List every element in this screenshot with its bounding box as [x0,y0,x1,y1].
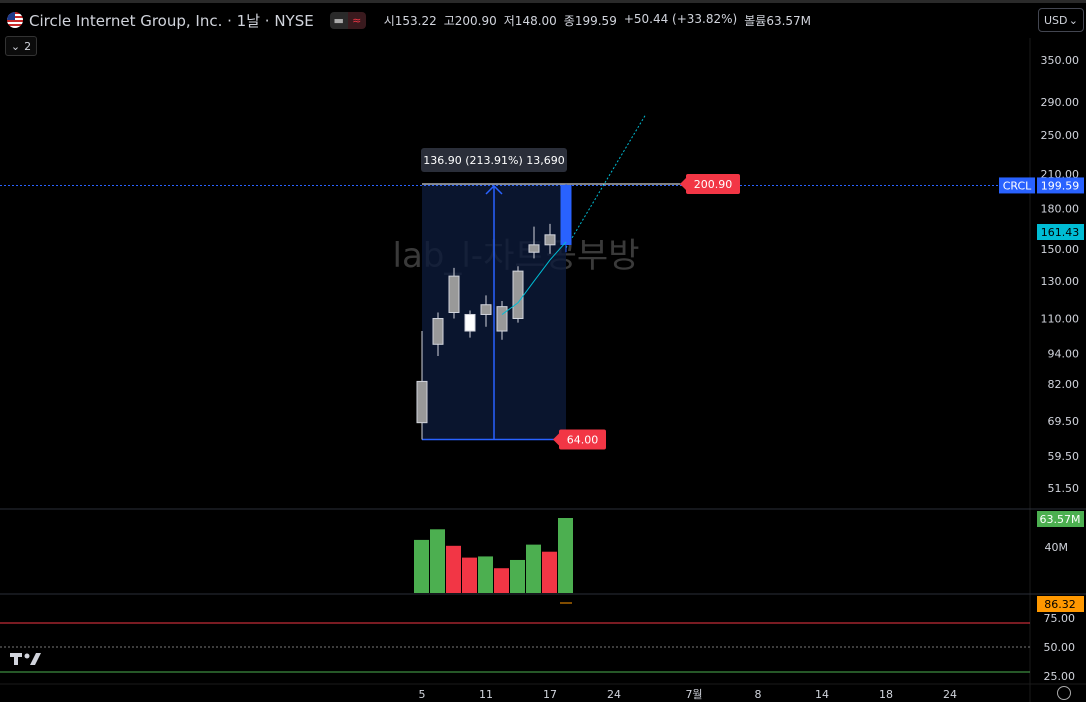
volume-bar [526,544,541,593]
volume-bar [414,539,429,593]
low-price-label-bg [559,429,606,450]
currency-select[interactable]: USD ⌄ [1038,8,1084,32]
price-tick-label: 290.00 [1041,96,1080,109]
volume-last-label-bg [1037,511,1084,527]
price-tick-label: 180.00 [1041,203,1080,216]
low-price-label: 64.00 [567,433,599,446]
volume-bar [478,556,493,593]
ma-value-label-bg [1037,224,1084,240]
measure-arrow-head [485,184,503,195]
price-tick-label: 150.00 [1041,243,1080,256]
candle-body [416,380,428,424]
volume-bars [414,518,573,593]
high-price-label-pointer [680,177,686,190]
rsi-value-label: 86.32 [1044,598,1076,611]
chevron-down-icon: ⌄ [10,39,21,53]
bar-style-icon[interactable]: ▬ [329,11,348,29]
volume-last-label: 63.57M [1040,513,1081,526]
candle-body [528,244,540,253]
last-price-label-bg [1037,177,1084,194]
time-tick-label: 11 [479,688,493,701]
change-value: +50.44 (+33.82%) [623,11,738,26]
chart-header: Circle Internet Group, Inc. · 1날 · NYSE … [0,0,1030,38]
high-value: 고200.90 [443,13,497,28]
high-price-label: 200.90 [694,178,733,191]
candle-body [560,184,572,245]
measure-label-box [421,148,567,172]
candle-body [480,304,492,315]
price-labels: 200.90 64.00 CRCL 199.59 161.43 63.57M 40M [553,173,1084,554]
candles [416,183,572,440]
ohlc-values: 시153.22 고200.90 저148.00 종199.59 +50.44 (… [384,12,811,29]
indicator-toggle[interactable]: ▬ ≈ [329,11,366,29]
volume-bar [510,559,525,593]
candle-body [432,318,444,345]
price-tick-label: 250.00 [1041,129,1080,142]
price-tick-label: 94.00 [1048,348,1080,361]
price-tick-label: 350.00 [1041,54,1080,67]
chevron-down-icon: ⌄ [1068,13,1078,27]
volume-axis-label: 40M [1045,541,1069,554]
volume-bar [542,551,557,593]
time-axis[interactable]: 5 11 17 24 7월 8 14 18 24 [419,688,958,701]
time-tick-label: 5 [419,688,426,701]
high-price-label-bg [686,173,740,194]
symbol-label-bg [999,177,1035,194]
rsi-tick-label: 25.00 [1044,670,1076,683]
settings-gear-icon[interactable] [1057,686,1071,700]
wave-icon[interactable]: ≈ [347,11,366,29]
time-tick-label: 17 [543,688,557,701]
candle-body [496,306,508,332]
time-tick-label: 24 [607,688,621,701]
collapse-indicators-button[interactable]: ⌄ 2 [5,36,37,56]
volume-bar [462,557,477,593]
measure-tool[interactable]: 136.90 (213.91%) 13,690 [421,148,735,441]
currency-label: USD [1044,13,1068,27]
symbol-label: CRCL [1003,179,1032,192]
rsi-value-label-bg [1037,596,1084,612]
time-tick-label: 18 [879,688,893,701]
candle-body [448,275,460,313]
time-tick-label: 8 [755,688,762,701]
measure-label: 136.90 (213.91%) 13,690 [423,154,565,167]
volume-bar [558,518,573,593]
volume-value: 볼륨63.57M [744,13,812,28]
last-price-label: 199.59 [1041,179,1080,192]
us-flag-icon [7,12,23,28]
price-axis[interactable]: 350.00290.00250.00210.00180.00150.00130.… [1041,54,1080,495]
candle-body [544,234,556,246]
rsi-tick-label: 75.00 [1044,612,1076,625]
time-tick-label: 7월 [685,688,702,701]
price-tick-label: 59.50 [1048,450,1080,463]
time-tick-label: 24 [943,688,957,701]
price-tick-label: 130.00 [1041,275,1080,288]
low-price-label-pointer [553,433,559,446]
time-tick-label: 14 [815,688,829,701]
candle-body [464,313,476,332]
trend-line[interactable] [565,113,647,249]
symbol-info-row: Circle Internet Group, Inc. · 1날 · NYSE … [7,10,811,30]
moving-average-line [501,241,567,315]
low-value: 저148.00 [503,13,557,28]
open-value: 시153.22 [383,13,437,28]
indicator-count: 2 [24,39,32,53]
rsi-tick-label: 50.00 [1044,641,1076,654]
close-value: 종199.59 [563,13,617,28]
window-top-border [0,0,1086,3]
price-tick-label: 110.00 [1041,313,1080,326]
volume-bar [446,545,461,593]
volume-bar [430,529,445,593]
volume-bar [494,568,509,593]
symbol-title[interactable]: Circle Internet Group, Inc. · 1날 · NYSE [29,11,314,30]
tradingview-logo-icon[interactable] [10,651,42,667]
ma-value-label: 161.43 [1041,226,1080,239]
price-tick-label: 82.00 [1048,378,1080,391]
price-tick-label: 69.50 [1048,415,1080,428]
price-tick-label: 51.50 [1048,482,1080,495]
candle-body [512,270,524,320]
